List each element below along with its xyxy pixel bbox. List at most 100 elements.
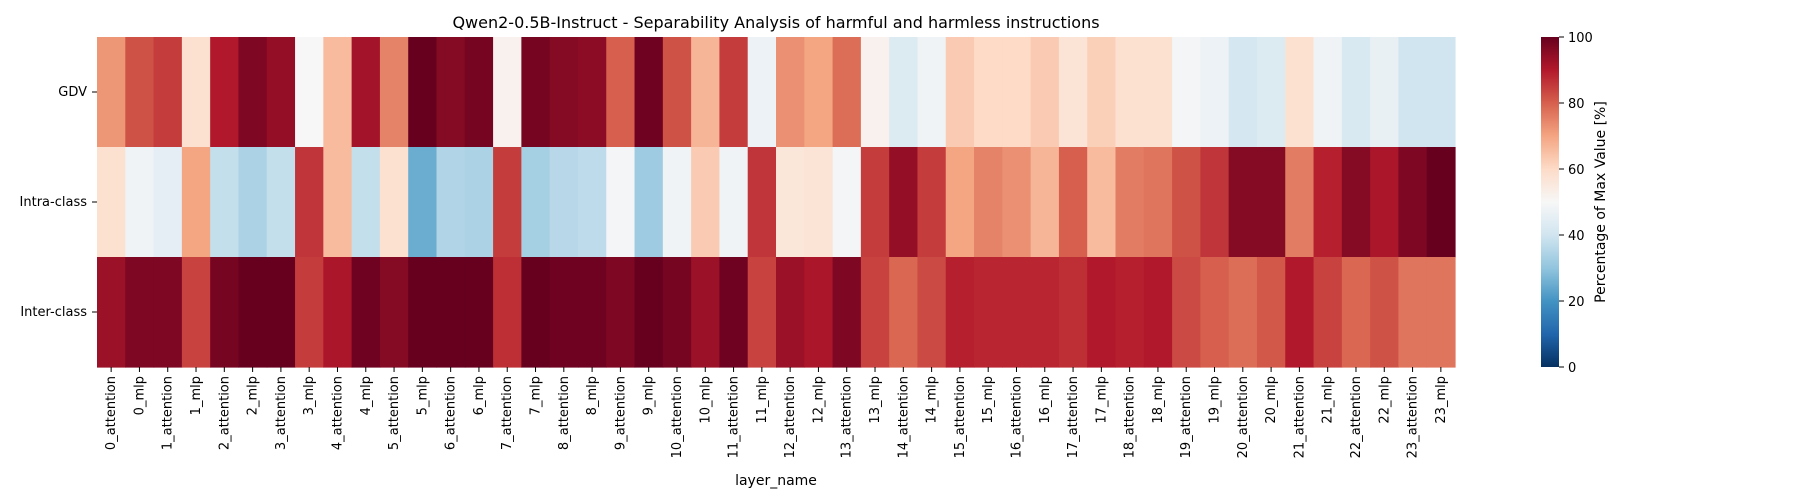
- heatmap-cell-Intra-class-3_mlp: [295, 147, 324, 258]
- heatmap-cell-Intra-class-13_attention: [832, 147, 862, 258]
- column-label: 11_attention: [727, 376, 742, 458]
- heatmap-cell-GDV-22_mlp: [1370, 37, 1400, 148]
- heatmap-cell-GDV-23_mlp: [1426, 37, 1456, 148]
- heatmap-cell-Inter-class-12_mlp: [804, 257, 834, 368]
- heatmap-cell-GDV-6_mlp: [464, 37, 494, 148]
- column-label: 21_mlp: [1321, 376, 1336, 424]
- column-label: 8_mlp: [585, 376, 600, 415]
- heatmap-cell-Inter-class-4_attention: [323, 257, 353, 368]
- column-label: 3_mlp: [302, 376, 317, 415]
- heatmap-cell-Intra-class-16_mlp: [1030, 147, 1060, 258]
- column-label: 16_mlp: [1038, 376, 1053, 424]
- heatmap-cell-GDV-10_attention: [662, 37, 692, 148]
- heatmap-cell-GDV-3_mlp: [295, 37, 324, 148]
- heatmap-cell-Intra-class-3_attention: [266, 147, 296, 258]
- column-label: 17_mlp: [1094, 376, 1109, 424]
- heatmap-cell-GDV-11_attention: [719, 37, 749, 148]
- heatmap-cell-GDV-1_mlp: [181, 37, 211, 148]
- heatmap-cell-Intra-class-2_mlp: [238, 147, 268, 258]
- heatmap-cell-GDV-4_attention: [323, 37, 353, 148]
- heatmap-cell-Intra-class-18_attention: [1115, 147, 1145, 258]
- heatmap-cell-Intra-class-1_mlp: [181, 147, 211, 258]
- heatmap-cell-Intra-class-7_mlp: [521, 147, 551, 258]
- column-label: 14_attention: [896, 376, 911, 458]
- heatmap-cell-GDV-16_mlp: [1030, 37, 1060, 148]
- heatmap-cell-Inter-class-22_attention: [1341, 257, 1371, 368]
- heatmap-cells: [97, 37, 1456, 368]
- column-label: 10_attention: [670, 376, 685, 458]
- colorbar-tick-label: 100: [1568, 31, 1593, 46]
- heatmap-cell-Intra-class-4_mlp: [351, 147, 381, 258]
- heatmap-cell-Intra-class-22_attention: [1341, 147, 1371, 258]
- heatmap-cell-Intra-class-16_attention: [1002, 147, 1032, 258]
- colorbar-tick-label: 0: [1568, 361, 1576, 376]
- column-label: 19_mlp: [1208, 376, 1223, 424]
- colorbar: [1541, 37, 1559, 367]
- heatmap-cell-GDV-9_mlp: [634, 37, 664, 148]
- heatmap-cell-Intra-class-10_mlp: [691, 147, 721, 258]
- heatmap-cell-Intra-class-11_mlp: [747, 147, 777, 258]
- column-label: 6_mlp: [472, 376, 487, 415]
- heatmap-cell-Intra-class-0_attention: [97, 147, 126, 258]
- column-labels: 0_attention 0_mlp 1_attention 1_mlp 2_attent…: [104, 367, 1449, 458]
- heatmap-cell-GDV-14_attention: [889, 37, 919, 148]
- column-label: 13_mlp: [868, 376, 883, 424]
- heatmap-cell-Inter-class-21_attention: [1285, 257, 1315, 368]
- heatmap-cell-Inter-class-9_mlp: [634, 257, 664, 368]
- heatmap-cell-Intra-class-18_mlp: [1143, 147, 1173, 258]
- heatmap-cell-Inter-class-18_mlp: [1143, 257, 1173, 368]
- heatmap-cell-Inter-class-20_attention: [1228, 257, 1258, 368]
- heatmap-cell-Inter-class-10_attention: [662, 257, 692, 368]
- column-label: 16_attention: [1009, 376, 1024, 458]
- heatmap-cell-Inter-class-16_mlp: [1030, 257, 1060, 368]
- heatmap-cell-GDV-13_mlp: [860, 37, 890, 148]
- row-label: Intra-class: [20, 195, 88, 210]
- column-label: 4_attention: [330, 376, 345, 450]
- heatmap-cell-Inter-class-8_mlp: [577, 257, 607, 368]
- column-label: 15_mlp: [981, 376, 996, 424]
- heatmap-cell-Intra-class-5_mlp: [408, 147, 438, 258]
- heatmap-cell-Intra-class-22_mlp: [1370, 147, 1400, 258]
- column-label: 12_mlp: [811, 376, 826, 424]
- heatmap-cell-GDV-23_attention: [1398, 37, 1428, 148]
- colorbar-ticks: 0 20 40 60 80 100: [1559, 31, 1593, 376]
- heatmap-cell-GDV-22_attention: [1341, 37, 1371, 148]
- column-label: 19_attention: [1179, 376, 1194, 458]
- heatmap-cell-Intra-class-23_attention: [1398, 147, 1428, 258]
- heatmap-cell-Intra-class-19_mlp: [1200, 147, 1230, 258]
- heatmap-cell-Inter-class-12_attention: [776, 257, 805, 368]
- heatmap-cell-GDV-14_mlp: [917, 37, 947, 148]
- column-label: 21_attention: [1292, 376, 1307, 458]
- heatmap-cell-Inter-class-1_mlp: [181, 257, 211, 368]
- heatmap-cell-Intra-class-8_attention: [549, 147, 579, 258]
- heatmap-cell-Inter-class-20_mlp: [1256, 257, 1286, 368]
- column-label: 22_attention: [1349, 376, 1364, 458]
- heatmap-cell-GDV-15_mlp: [974, 37, 1003, 148]
- row-label: Inter-class: [20, 305, 87, 320]
- heatmap-cell-Inter-class-13_mlp: [860, 257, 890, 368]
- heatmap-cell-GDV-20_mlp: [1256, 37, 1286, 148]
- heatmap-cell-Inter-class-18_attention: [1115, 257, 1145, 368]
- heatmap-cell-Intra-class-0_mlp: [125, 147, 155, 258]
- heatmap-cell-Inter-class-9_attention: [606, 257, 636, 368]
- heatmap-cell-Intra-class-2_attention: [210, 147, 240, 258]
- heatmap-cell-GDV-4_mlp: [351, 37, 381, 148]
- column-label: 14_mlp: [925, 376, 940, 424]
- column-label: 23_attention: [1406, 376, 1421, 458]
- heatmap-cell-Intra-class-14_attention: [889, 147, 919, 258]
- heatmap-cell-Inter-class-15_attention: [945, 257, 975, 368]
- heatmap-cell-Inter-class-0_attention: [97, 257, 126, 368]
- heatmap-cell-GDV-19_attention: [1172, 37, 1201, 148]
- heatmap-cell-Intra-class-21_attention: [1285, 147, 1315, 258]
- heatmap-cell-Inter-class-2_attention: [210, 257, 240, 368]
- heatmap-cell-Intra-class-10_attention: [662, 147, 692, 258]
- heatmap-cell-Inter-class-0_mlp: [125, 257, 155, 368]
- heatmap-cell-GDV-7_attention: [493, 37, 522, 148]
- heatmap-cell-GDV-19_mlp: [1200, 37, 1230, 148]
- heatmap-cell-GDV-0_mlp: [125, 37, 155, 148]
- chart-title: Qwen2-0.5B-Instruct - Separability Analy…: [452, 13, 1099, 32]
- heatmap-cell-Intra-class-6_attention: [436, 147, 466, 258]
- column-label: 5_attention: [387, 376, 402, 450]
- column-label: 7_attention: [500, 376, 515, 450]
